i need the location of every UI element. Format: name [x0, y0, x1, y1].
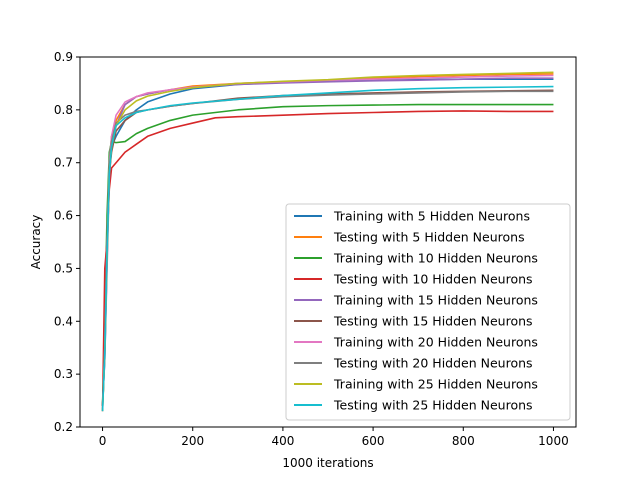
y-tick-label: 0.7 [54, 156, 73, 170]
y-tick-label: 0.9 [54, 50, 73, 64]
x-tick-label: 400 [271, 434, 294, 448]
x-tick-label: 1000 [538, 434, 569, 448]
series-layer [101, 71, 554, 412]
x-tick-label: 200 [181, 434, 204, 448]
series-line-3 [101, 103, 554, 406]
legend-entry-label: Testing with 25 Hidden Neurons [333, 398, 533, 413]
y-tick-label: 0.4 [54, 314, 73, 328]
y-axis-label: Accuracy [29, 215, 43, 270]
series-line-10 [101, 85, 554, 412]
legend: Training with 5 Hidden Neurons Testing wi… [285, 203, 571, 421]
y-tick-label: 0.3 [54, 367, 73, 381]
legend-entry-label: Training with 15 Hidden Neurons [333, 293, 538, 308]
y-tick-label: 0.6 [54, 209, 73, 223]
x-axis-label: 1000 iterations [282, 456, 373, 470]
x-tick-label: 0 [99, 434, 107, 448]
y-tick-label: 0.8 [54, 103, 73, 117]
legend-entry-label: Testing with 20 Hidden Neurons [333, 356, 533, 371]
y-tick-label: 0.5 [54, 261, 73, 275]
legend-entry-label: Training with 20 Hidden Neurons [333, 335, 538, 350]
legend-box [285, 203, 571, 421]
x-tick-label: 800 [452, 434, 475, 448]
x-tick-label: 600 [362, 434, 385, 448]
legend-entry-label: Training with 25 Hidden Neurons [333, 377, 538, 392]
legend-entry-label: Testing with 10 Hidden Neurons [333, 272, 533, 287]
ticks-layer: 0 200 400 600 800 1000 0.2 0.3 0.4 0.5 0.6 0.7 0.8 0.… [54, 50, 569, 448]
legend-entry-label: Testing with 5 Hidden Neurons [333, 230, 525, 245]
legend-entry-label: Training with 10 Hidden Neurons [333, 251, 538, 266]
y-tick-label: 0.2 [54, 420, 73, 434]
legend-entry-label: Training with 5 Hidden Neurons [333, 209, 530, 224]
plot-frame [79, 56, 577, 428]
legend-entry-label: Testing with 15 Hidden Neurons [333, 314, 533, 329]
